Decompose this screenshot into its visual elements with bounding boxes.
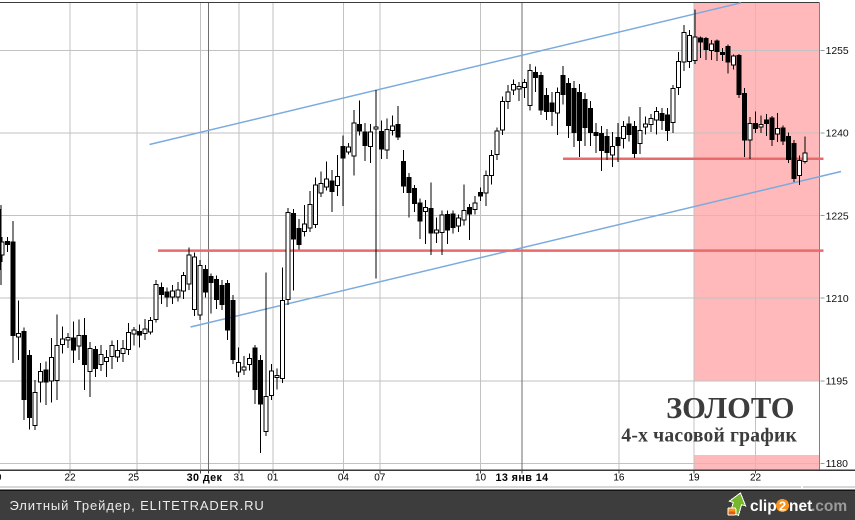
svg-text:19: 19: [688, 473, 700, 484]
svg-text:1210: 1210: [826, 294, 849, 305]
svg-text:net: net: [789, 498, 812, 515]
svg-text:07: 07: [374, 473, 386, 484]
svg-text:.com: .com: [811, 498, 847, 515]
svg-text:25: 25: [128, 473, 140, 484]
svg-text:1255: 1255: [826, 46, 849, 57]
svg-text:01: 01: [267, 473, 279, 484]
svg-text:4-х часовой график: 4-х часовой график: [621, 425, 797, 446]
svg-text:ЗОЛОТО: ЗОЛОТО: [666, 391, 794, 425]
svg-text:2: 2: [779, 499, 786, 514]
svg-text:clip: clip: [750, 498, 777, 515]
svg-text:13 янв 14: 13 янв 14: [495, 472, 548, 484]
svg-text:22: 22: [750, 473, 762, 484]
svg-text:22: 22: [64, 473, 76, 484]
svg-text:16: 16: [613, 473, 625, 484]
svg-text:31: 31: [233, 473, 245, 484]
svg-text:19: 19: [0, 473, 2, 484]
svg-text:1195: 1195: [826, 377, 849, 388]
svg-text:10: 10: [475, 473, 487, 484]
svg-text:Элитный Трейдер, ELITETRADER.R: Элитный Трейдер, ELITETRADER.RU: [10, 498, 265, 513]
svg-text:1225: 1225: [826, 211, 849, 222]
svg-text:30 дек: 30 дек: [187, 472, 223, 484]
svg-text:1180: 1180: [826, 459, 849, 470]
svg-text:04: 04: [338, 473, 350, 484]
svg-text:1240: 1240: [826, 129, 849, 140]
